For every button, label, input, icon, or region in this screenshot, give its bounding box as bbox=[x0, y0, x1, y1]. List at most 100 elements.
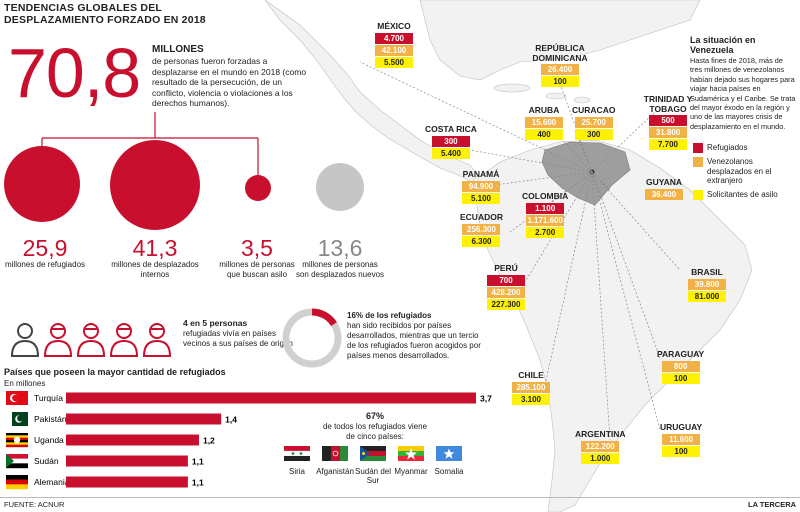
country-value: 1.000 bbox=[581, 452, 620, 464]
person-icon-red bbox=[43, 323, 73, 357]
country-name: PERÚ bbox=[494, 263, 518, 273]
country-value: 25.700 bbox=[574, 116, 613, 128]
map-country-panamá: PANAMÁ 94.900 5.100 bbox=[462, 169, 500, 204]
country-name: CHILE bbox=[518, 370, 544, 380]
bar-chart-subtitle: En millones bbox=[4, 379, 46, 388]
germany-flag-icon bbox=[6, 475, 28, 490]
flag-afganistan: Afganistán bbox=[310, 446, 360, 476]
country-value: 100 bbox=[662, 445, 701, 457]
stat-value: 13,6 bbox=[317, 235, 363, 261]
country-value: 26.400 bbox=[541, 64, 579, 75]
map-country-ecuador: ECUADOR 256.300 6.300 bbox=[460, 212, 503, 247]
bar-value-label: 3,7 bbox=[480, 394, 492, 404]
country-value: 4.700 bbox=[375, 32, 413, 44]
bar-category-label: Turquía bbox=[34, 393, 63, 403]
map-country-guyana: GUYANA 36.400 bbox=[645, 177, 683, 200]
country-name: ECUADOR bbox=[460, 212, 503, 222]
country-value: 100 bbox=[661, 372, 700, 384]
bar bbox=[66, 392, 476, 404]
five-bold: 67% bbox=[365, 411, 384, 421]
legend-swatch-venezuelans bbox=[693, 157, 703, 167]
footer-credit: LA TERCERA bbox=[748, 500, 797, 509]
stat-label: millones de personas que buscan asilo bbox=[219, 260, 295, 279]
circle-refugees bbox=[4, 146, 80, 222]
country-name: TRINIDAD Y TOBAGO bbox=[643, 94, 693, 114]
country-value: 400 bbox=[525, 128, 563, 140]
afghanistan-flag-icon bbox=[322, 446, 348, 461]
stat-new-displaced: 13,6 millones de personas son desplazado… bbox=[295, 236, 385, 279]
country-name: CURACAO bbox=[572, 105, 616, 115]
country-value: 428.200 bbox=[487, 286, 525, 298]
map-country-trinidad-y-tobago: TRINIDAD Y TOBAGO 500 31.800 7.700 bbox=[628, 94, 708, 150]
legend-label: Refugiados bbox=[707, 143, 748, 152]
flag-name: Somalia bbox=[434, 467, 464, 476]
somalia-flag-icon bbox=[436, 446, 462, 461]
country-value: 300 bbox=[431, 135, 470, 147]
country-name: GUYANA bbox=[645, 177, 683, 187]
map-country-república-dominicana: REPÚBLICA DOMINICANA 26.400 100 bbox=[520, 43, 600, 87]
country-value: 1.171.600 bbox=[526, 214, 565, 226]
country-value: 11.600 bbox=[662, 433, 701, 445]
country-name: MÉXICO bbox=[377, 21, 411, 31]
country-name: ARGENTINA bbox=[575, 429, 626, 439]
map-country-curacao: CURACAO 25.700 300 bbox=[572, 105, 616, 140]
country-value: 5.100 bbox=[462, 192, 500, 204]
country-value: 100 bbox=[541, 76, 579, 87]
country-value: 800 bbox=[661, 360, 700, 372]
country-name: REPÚBLICA DOMINICANA bbox=[532, 43, 588, 63]
bar-chart-title: Países que poseen la mayor cantidad de r… bbox=[4, 367, 226, 377]
circle-new-displaced bbox=[316, 163, 364, 211]
country-value: 285.100 bbox=[512, 381, 550, 393]
legend-item: Venezolanos desplazados en el extranjero bbox=[693, 157, 798, 186]
person-icon bbox=[10, 323, 40, 357]
bar-category-label: Alemania bbox=[34, 477, 70, 487]
donut-bold: 16% de los refugiados bbox=[347, 311, 432, 320]
stat-label: millones de desplazados internos bbox=[111, 260, 199, 279]
big-number-unit: MILLONES bbox=[152, 44, 204, 55]
stat-asylum-seekers: 3,5 millones de personas que buscan asil… bbox=[212, 236, 302, 279]
stat-value: 3,5 bbox=[241, 235, 273, 261]
country-value: 15.600 bbox=[525, 116, 563, 128]
country-name: COSTA RICA bbox=[425, 124, 477, 134]
person-icon-red bbox=[76, 323, 106, 357]
stat-value: 41,3 bbox=[132, 235, 178, 261]
legend-swatch-asylum bbox=[693, 189, 703, 200]
big-number-description: de personas fueron forzadas a desplazars… bbox=[152, 56, 307, 108]
country-value: 5.500 bbox=[375, 56, 413, 68]
country-value: 256.300 bbox=[462, 223, 501, 235]
situation-text: Hasta fines de 2018, más de tres millone… bbox=[690, 56, 796, 131]
map-country-colombia: COLOMBIA 1.100 1.171.600 2.700 bbox=[522, 191, 568, 238]
map-country-brasil: BRASIL 39.800 81.000 bbox=[688, 267, 726, 302]
flag-somalia: Somalia bbox=[424, 446, 474, 476]
stat-refugees: 25,9 millones de refugiados bbox=[0, 236, 90, 270]
legend-item: Solicitantes de asilo bbox=[693, 189, 798, 200]
country-name: PANAMÁ bbox=[462, 169, 500, 179]
people-icons bbox=[10, 323, 172, 357]
person-icon-red bbox=[142, 323, 172, 357]
uganda-flag-icon bbox=[6, 433, 28, 448]
country-value: 2.700 bbox=[526, 226, 565, 238]
map-country-méxico: MÉXICO 4.700 42.100 5.500 bbox=[375, 21, 413, 68]
footer-source: FUENTE: ACNUR bbox=[4, 500, 65, 509]
stat-value: 25,9 bbox=[22, 235, 68, 261]
legend-label: Solicitantes de asilo bbox=[707, 189, 778, 199]
country-value: 5.400 bbox=[431, 147, 470, 159]
legend: Refugiados Venezolanos desplazados en el… bbox=[693, 143, 798, 200]
bar-value-label: 1,4 bbox=[225, 415, 237, 425]
people-text: refugiadas vivía en países vecinos a sus… bbox=[183, 329, 293, 348]
bar-chart: Turquía 3,7 Pakistán 1,4 Uganda 1,2 Sudán 1,1 Al… bbox=[6, 391, 492, 490]
sudan-flag-icon bbox=[6, 454, 28, 469]
country-value: 36.400 bbox=[645, 188, 683, 200]
flag-name: Afganistán bbox=[316, 467, 354, 476]
stat-internally-displaced: 41,3 millones de desplazados internos bbox=[110, 236, 200, 279]
bar bbox=[66, 455, 188, 467]
donut-segment bbox=[311, 308, 337, 327]
country-name: PARAGUAY bbox=[657, 349, 705, 359]
bar bbox=[66, 413, 222, 425]
country-value: 42.100 bbox=[375, 44, 413, 56]
bar-category-label: Pakistán bbox=[34, 414, 67, 424]
circle-internally-displaced bbox=[110, 140, 200, 230]
turkey-flag-icon bbox=[6, 391, 28, 405]
people-caption: 4 en 5 personas refugiadas vivía en país… bbox=[183, 318, 293, 349]
country-name: BRASIL bbox=[691, 267, 723, 277]
